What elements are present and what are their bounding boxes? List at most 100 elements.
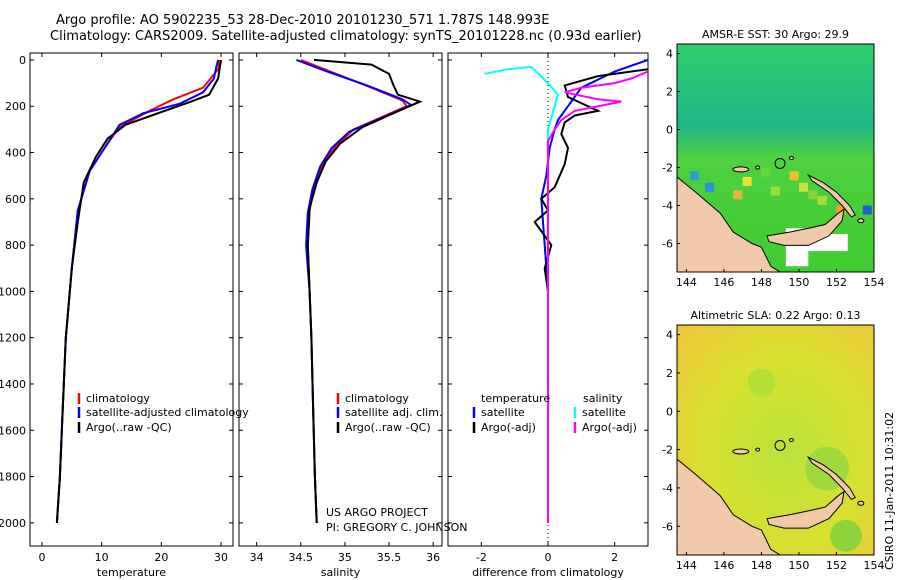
map-title: Altimetric SLA: 0.22 Argo: 0.13 bbox=[690, 309, 860, 322]
legend-difference: temperaturesatelliteArgo(-adj)salinitysa… bbox=[472, 392, 637, 434]
sst-pixel bbox=[705, 182, 715, 192]
land-islet bbox=[788, 438, 794, 442]
land-manus bbox=[732, 448, 750, 455]
map-content bbox=[677, 368, 865, 555]
y-tick-label: 1800 bbox=[0, 471, 26, 484]
y-tick-label: 1400 bbox=[0, 378, 26, 391]
land-new-ireland bbox=[806, 455, 856, 501]
series-line-satelliteadjustedclimatology bbox=[55, 59, 220, 523]
sst-pixel bbox=[836, 205, 846, 215]
x-tick-label: 34 bbox=[250, 551, 264, 564]
x-tick-label: 154 bbox=[864, 559, 885, 572]
map-title: AMSR-E SST: 30 Argo: 29.9 bbox=[702, 28, 849, 41]
legend-header: salinity bbox=[583, 392, 623, 405]
sst-pixel bbox=[862, 205, 872, 215]
series-line-argorawqc bbox=[306, 58, 423, 523]
project-credit: US ARGO PROJECT bbox=[326, 506, 428, 519]
y-tick-label: -2 bbox=[662, 162, 673, 175]
sst-pixel bbox=[798, 182, 808, 192]
x-tick-label: 34.5 bbox=[289, 551, 314, 564]
series-line-argoadj bbox=[533, 68, 648, 523]
x-axis-label: salinity bbox=[321, 566, 361, 579]
x-tick-label: 30 bbox=[214, 551, 228, 564]
y-tick-label: 2000 bbox=[0, 517, 26, 530]
x-tick-label: 152 bbox=[826, 276, 847, 289]
series-line-argorawqc bbox=[55, 59, 223, 523]
panel-frame bbox=[29, 52, 234, 547]
x-tick-label: 150 bbox=[788, 559, 809, 572]
legend-label: Argo(..raw -QC) bbox=[86, 421, 172, 434]
credits: US ARGO PROJECT PI: GREGORY C. JOHNSON bbox=[326, 506, 467, 534]
land-islet bbox=[857, 218, 865, 224]
land-new-britain bbox=[766, 208, 845, 246]
x-tick-label: 148 bbox=[751, 276, 772, 289]
land-new-britain bbox=[766, 490, 845, 529]
y-tick-label: -2 bbox=[662, 444, 673, 457]
legend-header: temperature bbox=[481, 392, 550, 405]
y-tick-label: 4 bbox=[666, 329, 673, 342]
y-tick-label: 0 bbox=[666, 405, 673, 418]
legend-label: Argo(..raw -QC) bbox=[345, 421, 431, 434]
profile-panel-1: 0 10 20 30 temperature 0 200 400 600 800 1000 1200 1… bbox=[0, 52, 234, 579]
x-tick-label: 154 bbox=[864, 276, 885, 289]
sla-map: Altimetric SLA: 0.22 Argo: 0.13 144 146 148… bbox=[662, 309, 884, 572]
land-islet bbox=[857, 500, 865, 506]
sst-pixel bbox=[733, 190, 743, 200]
x-tick-label: 150 bbox=[788, 276, 809, 289]
y-tick-label: 1200 bbox=[0, 332, 26, 345]
sst-pixel bbox=[761, 167, 771, 177]
panel-frame bbox=[238, 52, 443, 547]
x-tick-label: 146 bbox=[713, 559, 734, 572]
sst-pixel bbox=[742, 177, 752, 186]
pi-credit: PI: GREGORY C. JOHNSON bbox=[326, 521, 467, 534]
x-tick-label: 0 bbox=[545, 551, 552, 564]
y-tick-label: 400 bbox=[5, 147, 26, 160]
x-tick-label: 2 bbox=[611, 551, 618, 564]
x-tick-label: 20 bbox=[154, 551, 168, 564]
land-islet bbox=[755, 447, 761, 452]
y-tick-label: 200 bbox=[5, 100, 26, 113]
y-tick-label: 800 bbox=[5, 239, 26, 252]
map-frame bbox=[676, 43, 875, 273]
sst-pixel bbox=[808, 190, 818, 200]
y-tick-label: -4 bbox=[662, 482, 673, 495]
x-tick-label: 36 bbox=[426, 551, 440, 564]
x-tick-label: 144 bbox=[676, 276, 697, 289]
y-tick-label: 600 bbox=[5, 193, 26, 206]
land-new-guinea bbox=[677, 176, 782, 272]
legend-label: climatology bbox=[345, 392, 409, 405]
y-tick-label: 0 bbox=[666, 124, 673, 137]
x-tick-label: 35.5 bbox=[377, 551, 402, 564]
x-tick-label: 144 bbox=[676, 559, 697, 572]
profile-panel-3: -2 0 2 difference from climatology bbox=[447, 52, 649, 579]
y-tick-label: 2 bbox=[666, 367, 673, 380]
y-tick-label: -6 bbox=[662, 238, 673, 251]
x-tick-label: -2 bbox=[476, 551, 487, 564]
x-tick-label: 10 bbox=[95, 551, 109, 564]
series-line-climatology bbox=[55, 59, 221, 523]
legend-label: satellite bbox=[582, 406, 626, 419]
x-tick-label: 152 bbox=[826, 559, 847, 572]
sst-pixel bbox=[817, 196, 827, 205]
sla-anomaly bbox=[747, 368, 776, 397]
legend-label: Argo(-adj) bbox=[582, 421, 637, 434]
sla-anomaly bbox=[829, 519, 862, 552]
y-tick-label: -6 bbox=[662, 520, 673, 533]
y-tick-label: 2 bbox=[666, 86, 673, 99]
x-tick-label: 35 bbox=[338, 551, 352, 564]
x-axis-label: temperature bbox=[97, 566, 166, 579]
land-new-ireland bbox=[806, 173, 856, 218]
sst-pixel bbox=[789, 171, 799, 181]
argo-position-marker bbox=[774, 157, 786, 169]
legend-label: climatology bbox=[86, 392, 150, 405]
legend-label: satellite bbox=[481, 406, 525, 419]
y-tick-label: 4 bbox=[666, 48, 673, 61]
map-frame bbox=[676, 324, 875, 556]
series-line-satellite bbox=[540, 58, 648, 523]
sst-pixel bbox=[770, 186, 780, 196]
x-axis-label: difference from climatology bbox=[472, 566, 624, 579]
x-tick-label: 0 bbox=[38, 551, 45, 564]
series-line-argoadj bbox=[547, 70, 648, 523]
